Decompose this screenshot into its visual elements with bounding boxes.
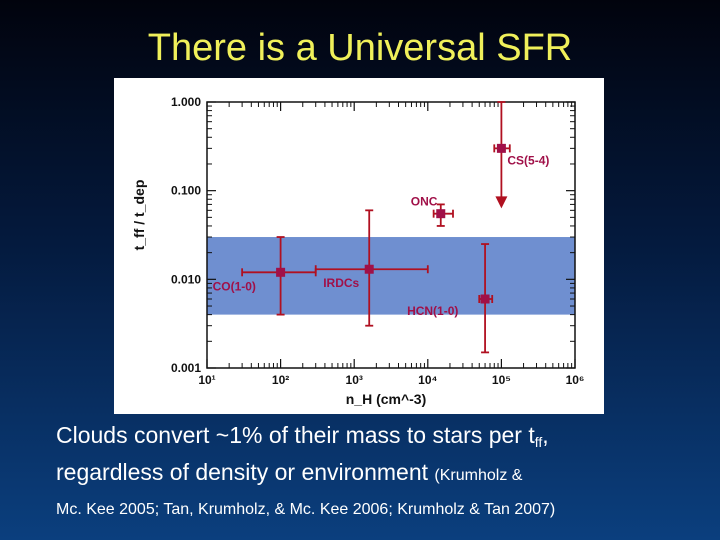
caption-citation-start: (Krumholz & — [434, 467, 523, 484]
point-marker — [276, 267, 286, 277]
data-point: IRDCs — [314, 209, 429, 327]
universal-band — [207, 237, 575, 315]
point-marker — [436, 209, 446, 219]
x-axis-label: n_H (cm^-3) — [346, 391, 427, 407]
data-point: CS(5-4) — [493, 101, 549, 209]
point-marker — [496, 143, 506, 153]
y-tick-label: 1.000 — [171, 95, 201, 109]
caption-citation: Mc. Kee 2005; Tan, Krumholz, & Mc. Kee 2… — [56, 501, 556, 518]
point-label: HCN(1-0) — [407, 304, 458, 318]
point-label: CS(5-4) — [507, 153, 549, 167]
upper-limit-arrow — [495, 196, 508, 209]
plot-frame — [206, 101, 576, 369]
chart-panel: 10¹ 10² 10³ 10⁴ 10⁵ 10⁶ 0.001 0.010 0.100 1.000 n_… — [114, 78, 604, 414]
caption-line1-end: , — [542, 422, 549, 448]
caption-subscript: ff — [534, 434, 543, 450]
x-tick-label: 10⁶ — [566, 373, 585, 387]
data-point: ONC — [411, 195, 454, 227]
x-tick-label: 10⁴ — [418, 373, 437, 387]
x-tick-label: 10³ — [346, 373, 363, 387]
caption-line2: regardless of density or environment — [56, 459, 435, 485]
point-label: IRDCs — [323, 276, 359, 290]
point-label: ONC — [411, 195, 438, 209]
data-point: CO(1-0) — [213, 236, 317, 316]
chart: 10¹ 10² 10³ 10⁴ 10⁵ 10⁶ 0.001 0.010 0.100 1.000 n_… — [131, 95, 585, 407]
slide-title: There is a Universal SFR — [147, 27, 573, 69]
point-label: CO(1-0) — [213, 279, 256, 293]
y-tick-label: 0.010 — [171, 272, 201, 286]
data-point: HCN(1-0) — [407, 243, 494, 354]
y-tick-label: 0.100 — [171, 184, 201, 198]
x-tick-label: 10⁵ — [492, 373, 511, 387]
caption-line1: Clouds convert ~1% of their mass to star… — [56, 422, 535, 448]
point-marker — [364, 264, 374, 274]
y-axis-label: t_ff / t_dep — [131, 180, 147, 251]
caption: Clouds convert ~1% of their mass to star… — [56, 420, 706, 525]
point-marker — [480, 294, 490, 304]
y-tick-label: 0.001 — [171, 361, 201, 375]
x-tick-label: 10² — [272, 373, 289, 387]
x-tick-label: 10¹ — [198, 373, 215, 387]
